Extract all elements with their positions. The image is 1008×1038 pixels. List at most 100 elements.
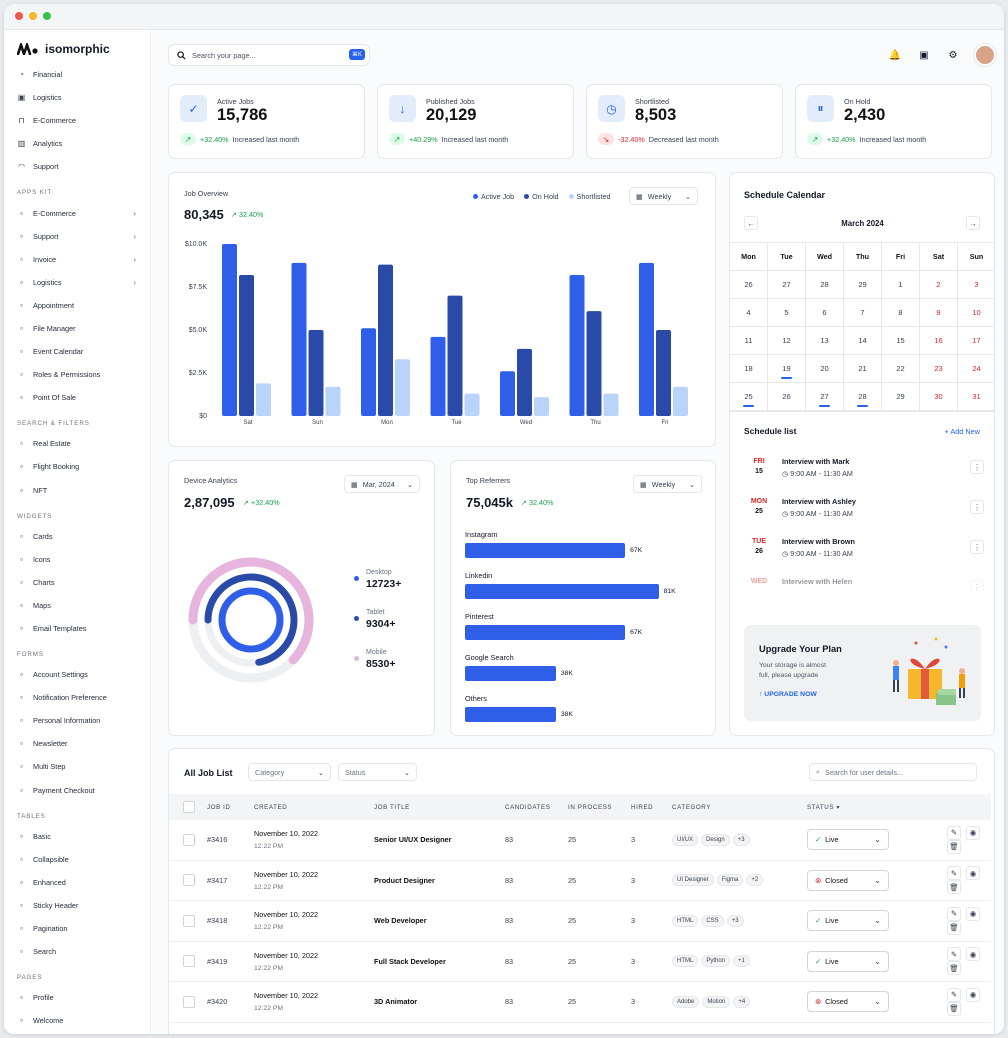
sidebar-item-payment-checkout[interactable]: ▫ Payment Checkout [17,779,150,802]
bar-active-job-sat[interactable] [222,244,237,416]
bar-active-job-thu[interactable] [569,274,585,416]
sidebar-item-logistics[interactable]: ▫ Logistics › [17,271,150,294]
row-checkbox[interactable] [183,955,195,968]
referrer-bar-pinterest[interactable] [465,625,626,640]
edit-pencil-icon[interactable]: ✎ [947,987,961,1002]
schedule-item[interactable]: FRI 15 Interview with Mark ◷ 9:00 AM - 11:3… [744,457,984,491]
calendar-day[interactable]: 7 [844,299,882,326]
settings-gear-icon[interactable]: ⚙ [948,49,958,61]
sidebar-item-file-manager[interactable]: ▫ File Manager [17,317,150,340]
calendar-day[interactable]: 28 [844,383,882,410]
column-header-job-id[interactable]: JOB ID [207,803,231,811]
calendar-day[interactable]: 6 [806,299,844,326]
bar-on-hold-tue[interactable] [447,295,463,416]
calendar-day[interactable]: 30 [920,383,958,410]
calendar-day[interactable]: 25 [730,383,768,410]
referrer-bar-google-search[interactable] [465,666,556,681]
sidebar-item-support[interactable]: ◠ Support [17,155,150,178]
row-checkbox[interactable] [183,874,195,887]
next-month-icon[interactable]: → [966,216,980,230]
sidebar-item-sticky-header[interactable]: ▫ Sticky Header [17,894,150,917]
calendar-day[interactable]: 5 [768,299,806,326]
messages-icon[interactable]: ▣ [919,49,929,61]
sidebar-item-profile[interactable]: ▫ Profile [17,986,150,1009]
row-checkbox[interactable] [183,914,195,927]
calendar-day[interactable]: 9 [920,299,958,326]
bar-shortlisted-wed[interactable] [534,397,549,416]
schedule-item[interactable]: TUE 26 Interview with Brown ◷ 9:00 AM - 11:… [744,537,984,571]
referrer-bar-linkedin[interactable] [465,584,659,599]
status-filter[interactable]: Status ⌄ [338,763,417,781]
delete-trash-icon[interactable]: 🗑 [947,880,961,895]
more-options-icon[interactable]: ⋮ [970,580,984,591]
column-header-in-process[interactable]: IN PROCESS [568,803,613,811]
sidebar-item-basic[interactable]: ▫ Basic [17,825,150,848]
period-select[interactable]: ▦ Weekly ⌄ [629,187,698,205]
user-search-input[interactable]: ⌕ Search for user details... [809,763,977,781]
calendar-day[interactable]: 20 [806,355,844,382]
month-select[interactable]: ▦ Mar, 2024 ⌄ [344,475,420,493]
bar-on-hold-thu[interactable] [586,311,602,416]
column-header-category[interactable]: CATEGORY [672,803,711,811]
referrer-bar-others[interactable] [465,707,556,722]
add-new-link[interactable]: + Add New [944,427,981,436]
sidebar-item-charts[interactable]: ▫ Charts [17,571,150,594]
sidebar-item-newsletter[interactable]: ▫ Newsletter [17,732,150,755]
bar-active-job-tue[interactable] [430,336,446,416]
more-options-icon[interactable]: ⋮ [970,540,984,554]
calendar-day[interactable]: 3 [974,280,979,289]
sidebar-item-financial[interactable]: ◔ Financial [17,63,150,86]
calendar-day[interactable]: 1 [882,271,920,298]
row-checkbox[interactable] [183,833,195,846]
calendar-day[interactable]: 17 [972,336,981,345]
schedule-item[interactable]: WED Interview with Helen ⋮ [744,577,984,591]
sidebar-item-account-settings[interactable]: ▫ Account Settings [17,663,150,686]
view-eye-icon[interactable]: ◉ [966,906,980,921]
view-eye-icon[interactable]: ◉ [966,987,980,1002]
calendar-day[interactable]: 19 [768,355,806,382]
column-header-candidates[interactable]: CANDIDATES [505,803,551,811]
close-dot[interactable] [15,12,23,20]
column-header-job-title[interactable]: JOB TITLE [374,803,410,811]
calendar-day[interactable]: 12 [768,327,806,354]
sidebar-item-cards[interactable]: ▫ Cards [17,525,150,548]
column-header-hired[interactable]: HIRED [631,803,654,811]
calendar-day[interactable]: 15 [882,327,920,354]
edit-pencil-icon[interactable]: ✎ [947,906,961,921]
bar-shortlisted-fri[interactable] [673,386,688,416]
bar-on-hold-mon[interactable] [378,264,393,416]
sidebar-item-event-calendar[interactable]: ▫ Event Calendar [17,340,150,363]
more-options-icon[interactable]: ⋮ [970,460,984,474]
calendar-day[interactable]: 23 [920,355,958,382]
calendar-day[interactable]: 13 [806,327,844,354]
calendar-day[interactable]: 31 [972,392,981,401]
sidebar-item-maps[interactable]: ▫ Maps [17,594,150,617]
bar-on-hold-sat[interactable] [239,274,254,416]
bar-on-hold-wed[interactable] [517,348,532,416]
more-options-icon[interactable]: ⋮ [970,500,984,514]
sidebar-item-roles-permissions[interactable]: ▫ Roles & Permissions [17,363,150,386]
sidebar-item-appointment[interactable]: ▫ Appointment [17,294,150,317]
sidebar-item-notification-preference[interactable]: ▫ Notification Preference [17,686,150,709]
sidebar-item-multi-step[interactable]: ▫ Multi Step [17,755,150,778]
calendar-day[interactable]: 4 [730,299,768,326]
column-header-status[interactable]: STATUS ▾ [807,803,841,811]
bar-shortlisted-sat[interactable] [256,383,271,416]
maximize-dot[interactable] [43,12,51,20]
bar-active-job-mon[interactable] [361,328,376,416]
delete-trash-icon[interactable]: 🗑 [947,961,961,976]
bar-active-job-fri[interactable] [639,262,654,416]
select-all-checkbox[interactable] [183,801,195,813]
status-select[interactable]: ✓ Live ⌄ [807,950,889,972]
status-select[interactable]: ✓ Live ⌄ [807,829,889,851]
calendar-day[interactable]: 22 [882,355,920,382]
sidebar-item-e-commerce[interactable]: ⊓ E-Commerce [17,109,150,132]
calendar-day[interactable]: 29 [882,383,920,410]
status-select[interactable]: ⊗ Closed ⌄ [807,991,889,1013]
sidebar-item-enhanced[interactable]: ▫ Enhanced [17,871,150,894]
status-select[interactable]: ✓ Live ⌄ [807,910,889,932]
sidebar-item-email-templates[interactable]: ▫ Email Templates [17,617,150,640]
delete-trash-icon[interactable]: 🗑 [947,920,961,935]
calendar-day[interactable]: 27 [806,383,844,410]
sidebar-item-analytics[interactable]: ▥ Analytics [17,132,150,155]
